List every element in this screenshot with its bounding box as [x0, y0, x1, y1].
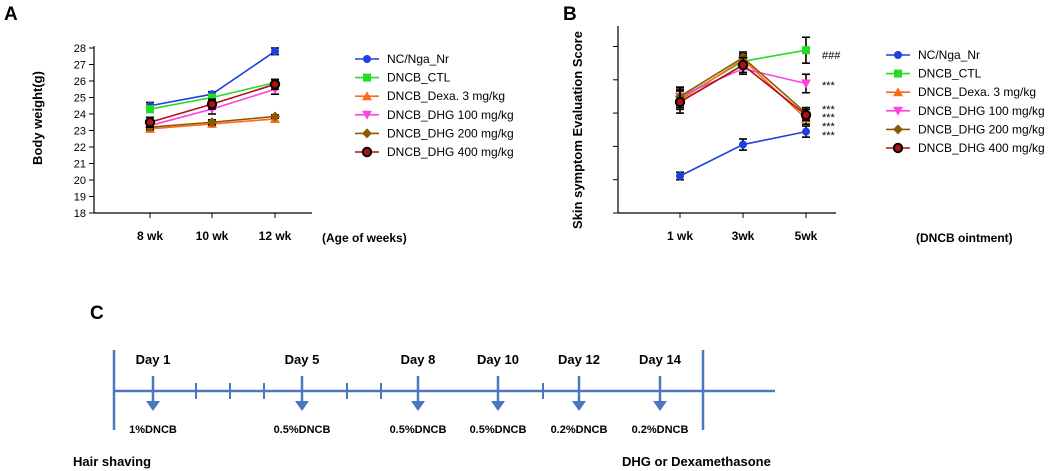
chart-a-legend-label-dhg100: DNCB_DHG 100 mg/kg	[387, 108, 514, 122]
chart-a-point-ctl	[146, 105, 154, 114]
chart-b-legend-marker-dhg200	[893, 124, 903, 135]
chart-a-legend-marker-dhg100	[362, 110, 372, 120]
timeline-day-label: Day 14	[639, 352, 682, 367]
chart-b-point-dhg400	[674, 96, 686, 108]
panel-label-b: B	[563, 4, 577, 25]
chart-b-significance-label: ***	[822, 130, 836, 142]
chart-b-legend-marker-nc	[894, 51, 902, 59]
chart-a-point-dhg400	[144, 117, 156, 128]
chart-b-xtick-label: 1 wk	[667, 229, 693, 243]
chart-a-point-dhg400	[206, 98, 218, 110]
chart-a-point-nc	[271, 47, 279, 56]
chart-b-legend-marker-ctl	[894, 69, 902, 78]
chart-b-legend-marker-dhg100	[893, 106, 903, 116]
chart-b-legend-label-ctl: DNCB_CTL	[918, 67, 982, 81]
chart-a-ytick-label: 24	[74, 109, 86, 121]
chart-b-legend-marker-dexa	[893, 87, 903, 97]
chart-b-point-ctl	[802, 46, 810, 55]
chart-a-legend-marker-nc	[363, 55, 371, 63]
chart-a-point-dhg200	[270, 111, 280, 122]
chart-a-xtick-label: 12 wk	[259, 229, 292, 243]
chart-b-significance-label: ***	[822, 112, 836, 124]
chart-a-legend-label-dhg400: DNCB_DHG 400 mg/kg	[387, 145, 514, 159]
chart-b-significance-label: ***	[822, 121, 836, 133]
chart-a-ytick-label: 20	[74, 175, 86, 187]
chart-b-point-dhg100	[801, 79, 811, 89]
chart-a-legend-label-ctl: DNCB_CTL	[387, 71, 451, 85]
chart-a-ylabel: Body weight(g)	[30, 71, 45, 165]
chart-b-legend-label-dhg200: DNCB_DHG 200 mg/kg	[918, 122, 1045, 136]
chart-a-xlabel: (Age of weeks)	[322, 231, 407, 245]
timeline-start-label: Hair shaving	[73, 454, 151, 469]
chart-a-legend-label-dhg200: DNCB_DHG 200 mg/kg	[387, 126, 514, 140]
chart-a-point-dhg400	[269, 79, 281, 90]
chart-a-ytick-label: 19	[74, 192, 86, 204]
chart-b-legend-label-dexa: DNCB_Dexa. 3 mg/kg	[918, 85, 1036, 99]
chart-a-legend-marker-dhg200	[362, 128, 372, 139]
chart-a-ytick-label: 25	[74, 93, 86, 105]
chart-a-xtick-label: 10 wk	[196, 229, 229, 243]
timeline-dose-label: 0.2%DNCB	[632, 424, 689, 436]
chart-b-point-nc	[676, 172, 684, 180]
chart-a-ytick-label: 27	[74, 60, 86, 72]
down-arrow-icon	[653, 401, 667, 411]
timeline-day-label: Day 10	[477, 352, 519, 367]
timeline-c: Hair shaving DHG or Dexamethasone Day 1 1…	[73, 350, 775, 469]
chart-b-significance-label: ***	[822, 104, 836, 116]
chart-b-ylabel: Skin symptom Evaluation Score	[570, 31, 585, 229]
chart-a-xtick-label: 8 wk	[137, 229, 163, 243]
down-arrow-icon	[295, 401, 309, 411]
chart-b-point-dhg400	[737, 59, 749, 71]
timeline-dose-label: 0.5%DNCB	[274, 424, 331, 436]
timeline-day-label: Day 12	[558, 352, 600, 367]
chart-a-legend-label-nc: NC/Nga_Nr	[387, 52, 449, 66]
down-arrow-icon	[411, 401, 425, 411]
chart-b-legend-label-nc: NC/Nga_Nr	[918, 48, 980, 62]
panel-label-a: A	[4, 4, 18, 25]
timeline-day-label: Day 8	[401, 352, 436, 367]
chart-a-ytick-label: 22	[74, 142, 86, 154]
chart-a: Body weight(g) (Age of weeks) 18 19 20 21 22…	[30, 43, 514, 245]
chart-a-ytick-label: 21	[74, 159, 86, 171]
timeline-day-label: Day 5	[285, 352, 320, 367]
timeline-day-label: Day 1	[136, 352, 171, 367]
chart-b: Skin symptom Evaluation Score (DNCB oint…	[570, 26, 1045, 245]
timeline-dose-label: 0.2%DNCB	[551, 424, 608, 436]
chart-b-legend-marker-dhg400	[892, 142, 904, 154]
chart-a-legend-marker-dexa	[362, 91, 372, 101]
chart-b-xtick-label: 5wk	[795, 229, 818, 243]
timeline-dose-label: 1%DNCB	[129, 424, 177, 436]
chart-a-legend-marker-ctl	[363, 73, 371, 82]
chart-a-ytick-label: 26	[74, 76, 86, 88]
chart-a-legend-marker-dhg400	[361, 146, 373, 158]
down-arrow-icon	[572, 401, 586, 411]
chart-a-legend-label-dexa: DNCB_Dexa. 3 mg/kg	[387, 89, 505, 103]
chart-b-point-nc	[739, 140, 747, 149]
chart-b-point-nc	[802, 127, 810, 136]
chart-b-significance-label: ***	[822, 80, 836, 92]
down-arrow-icon	[146, 401, 160, 411]
chart-b-point-dhg400	[800, 109, 812, 121]
chart-b-xtick-label: 3wk	[732, 229, 755, 243]
chart-b-legend-label-dhg400: DNCB_DHG 400 mg/kg	[918, 141, 1045, 155]
chart-a-ytick-label: 18	[74, 208, 86, 220]
chart-b-significance-label: ###	[822, 50, 841, 62]
panel-label-c: C	[90, 303, 104, 324]
chart-a-ytick-label: 28	[74, 43, 86, 55]
chart-a-point-dhg200	[207, 117, 217, 128]
chart-a-ytick-label: 23	[74, 126, 86, 138]
timeline-dose-label: 0.5%DNCB	[470, 424, 527, 436]
chart-b-legend-label-dhg100: DNCB_DHG 100 mg/kg	[918, 104, 1045, 118]
chart-b-xlabel: (DNCB ointment)	[916, 231, 1013, 245]
timeline-dose-label: 0.5%DNCB	[390, 424, 447, 436]
down-arrow-icon	[491, 401, 505, 411]
timeline-end-label: DHG or Dexamethasone	[622, 454, 771, 469]
chart-a-point-ctl	[208, 93, 216, 102]
